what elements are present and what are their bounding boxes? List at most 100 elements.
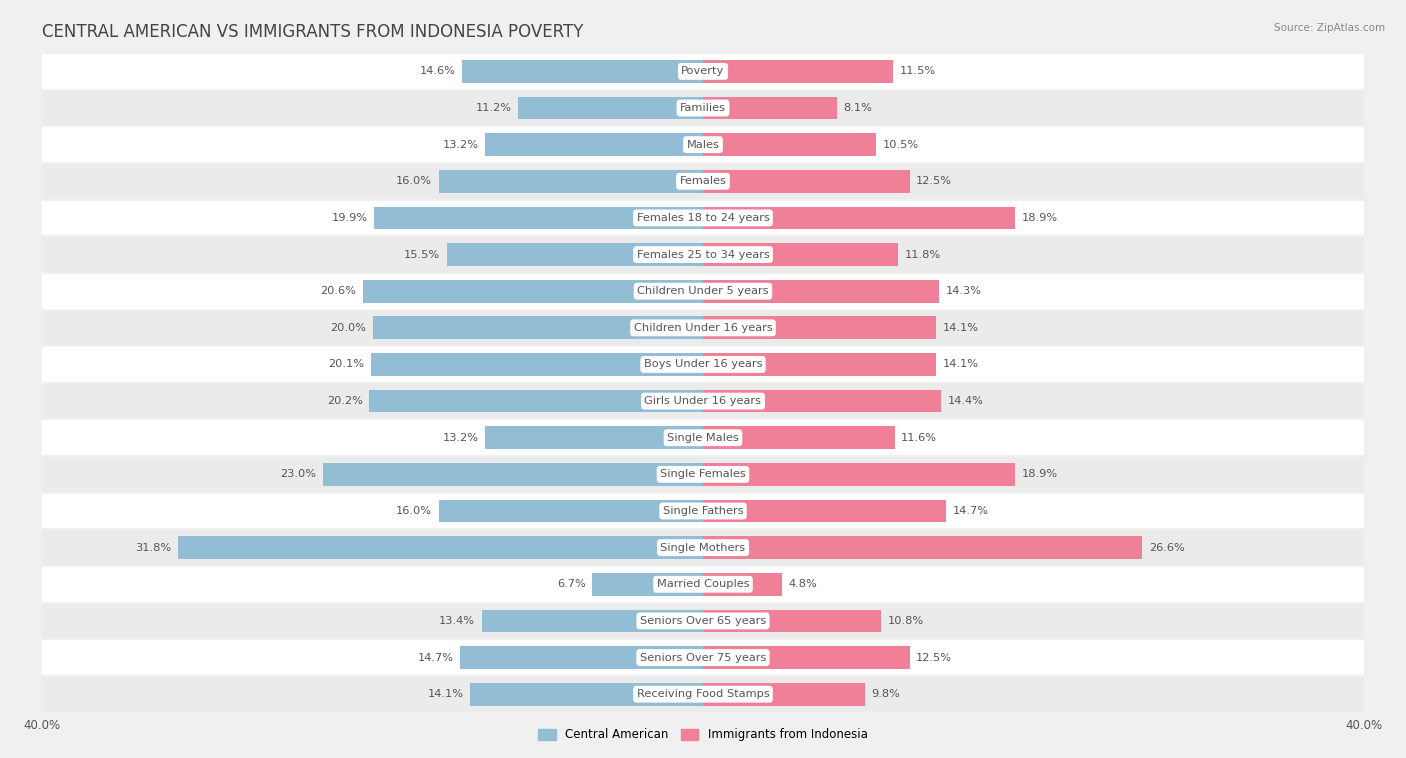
Text: 12.5%: 12.5% (917, 177, 952, 186)
Text: 20.6%: 20.6% (321, 287, 356, 296)
Bar (374, 207, 703, 229)
Text: 20.0%: 20.0% (330, 323, 366, 333)
Text: 20.2%: 20.2% (326, 396, 363, 406)
Text: Seniors Over 75 years: Seniors Over 75 years (640, 653, 766, 662)
Text: 11.5%: 11.5% (900, 67, 936, 77)
Text: Females 25 to 34 years: Females 25 to 34 years (637, 249, 769, 259)
Text: Children Under 5 years: Children Under 5 years (637, 287, 769, 296)
Bar (703, 500, 946, 522)
Text: 14.1%: 14.1% (942, 323, 979, 333)
Text: 6.7%: 6.7% (557, 579, 586, 589)
Bar (517, 97, 703, 119)
Bar (42, 236, 1364, 273)
Text: 12.5%: 12.5% (917, 653, 952, 662)
Bar (703, 243, 898, 266)
Bar (703, 609, 882, 632)
Bar (703, 537, 1143, 559)
Bar (439, 500, 703, 522)
Bar (703, 427, 894, 449)
Bar (703, 683, 865, 706)
Bar (470, 683, 703, 706)
Bar (42, 346, 1364, 383)
Text: Males: Males (686, 139, 720, 149)
Bar (703, 60, 893, 83)
Bar (703, 463, 1015, 486)
Text: 23.0%: 23.0% (280, 469, 316, 479)
Text: 13.2%: 13.2% (443, 433, 478, 443)
Text: CENTRAL AMERICAN VS IMMIGRANTS FROM INDONESIA POVERTY: CENTRAL AMERICAN VS IMMIGRANTS FROM INDO… (42, 23, 583, 41)
Text: 11.8%: 11.8% (904, 249, 941, 259)
Legend: Central American, Immigrants from Indonesia: Central American, Immigrants from Indone… (534, 724, 872, 746)
Bar (177, 537, 703, 559)
Bar (42, 603, 1364, 639)
Bar (482, 609, 703, 632)
Text: 9.8%: 9.8% (872, 689, 900, 699)
Bar (42, 53, 1364, 89)
Text: 16.0%: 16.0% (396, 506, 432, 516)
Text: 14.3%: 14.3% (946, 287, 981, 296)
Text: Single Mothers: Single Mothers (661, 543, 745, 553)
Bar (703, 280, 939, 302)
Text: 10.8%: 10.8% (889, 616, 924, 626)
Bar (703, 573, 782, 596)
Bar (363, 280, 703, 302)
Bar (439, 170, 703, 193)
Bar (42, 89, 1364, 127)
Text: Single Males: Single Males (666, 433, 740, 443)
Bar (42, 493, 1364, 529)
Bar (42, 309, 1364, 346)
Text: Single Fathers: Single Fathers (662, 506, 744, 516)
Text: Children Under 16 years: Children Under 16 years (634, 323, 772, 333)
Bar (373, 317, 703, 339)
Text: 20.1%: 20.1% (329, 359, 364, 369)
Bar (703, 353, 936, 376)
Bar (42, 383, 1364, 419)
Bar (42, 273, 1364, 309)
Bar (42, 676, 1364, 713)
Text: 4.8%: 4.8% (789, 579, 818, 589)
Bar (703, 207, 1015, 229)
Bar (42, 456, 1364, 493)
Bar (42, 199, 1364, 236)
Bar (703, 133, 876, 156)
Bar (461, 60, 703, 83)
Bar (703, 170, 910, 193)
Bar (42, 127, 1364, 163)
Text: 13.4%: 13.4% (439, 616, 475, 626)
Text: 10.5%: 10.5% (883, 139, 920, 149)
Text: 19.9%: 19.9% (332, 213, 367, 223)
Text: 14.6%: 14.6% (419, 67, 456, 77)
Text: 14.7%: 14.7% (952, 506, 988, 516)
Text: 14.4%: 14.4% (948, 396, 983, 406)
Text: 18.9%: 18.9% (1022, 469, 1057, 479)
Bar (485, 133, 703, 156)
Text: Females 18 to 24 years: Females 18 to 24 years (637, 213, 769, 223)
Text: Families: Families (681, 103, 725, 113)
Bar (42, 529, 1364, 566)
Text: Females: Females (679, 177, 727, 186)
Text: Single Females: Single Females (661, 469, 745, 479)
Text: Poverty: Poverty (682, 67, 724, 77)
Bar (703, 390, 941, 412)
Text: Boys Under 16 years: Boys Under 16 years (644, 359, 762, 369)
Text: 15.5%: 15.5% (404, 249, 440, 259)
Text: 8.1%: 8.1% (844, 103, 872, 113)
Text: Receiving Food Stamps: Receiving Food Stamps (637, 689, 769, 699)
Bar (460, 647, 703, 669)
Bar (703, 97, 837, 119)
Bar (592, 573, 703, 596)
Text: Seniors Over 65 years: Seniors Over 65 years (640, 616, 766, 626)
Text: 18.9%: 18.9% (1022, 213, 1057, 223)
Text: 11.6%: 11.6% (901, 433, 938, 443)
Bar (42, 163, 1364, 199)
Text: Married Couples: Married Couples (657, 579, 749, 589)
Text: 14.1%: 14.1% (427, 689, 464, 699)
Text: 31.8%: 31.8% (135, 543, 172, 553)
Bar (703, 647, 910, 669)
Text: 14.7%: 14.7% (418, 653, 454, 662)
Text: 14.1%: 14.1% (942, 359, 979, 369)
Bar (485, 427, 703, 449)
Bar (370, 390, 703, 412)
Bar (42, 566, 1364, 603)
Text: 11.2%: 11.2% (475, 103, 512, 113)
